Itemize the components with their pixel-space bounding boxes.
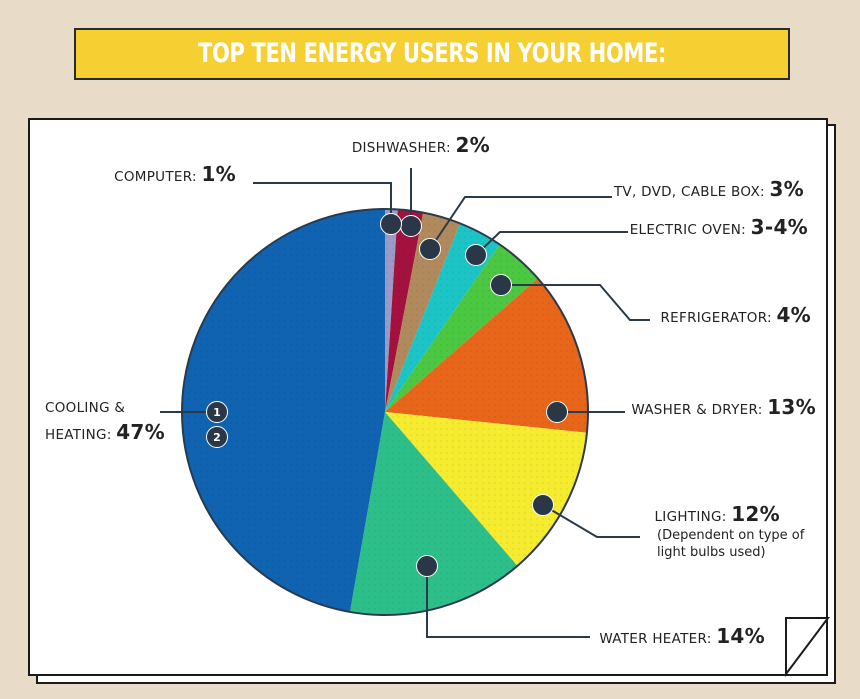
- label-name-refrigerator: REFRIGERATOR: 4%: [661, 303, 812, 327]
- leader-line-lighting: [542, 504, 640, 538]
- chart-title: TOP TEN ENERGY USERS IN YOUR HOME:: [197, 38, 667, 69]
- label-value-refrigerator: 4%: [776, 303, 811, 327]
- leader-line-water-heater: [426, 566, 590, 638]
- leader-line-electric-oven: [475, 231, 628, 256]
- label-value-lighting: 12%: [731, 502, 780, 526]
- rank-number-1: 1: [213, 406, 221, 419]
- leader-line-computer: [253, 182, 392, 224]
- rank-marker-undefined: [546, 401, 568, 423]
- label-value-computer: 1%: [201, 162, 236, 186]
- label-name-cooling-heating-line-2: HEATING: 47%: [45, 420, 165, 444]
- label-name-computer: COMPUTER: 1%: [114, 162, 236, 186]
- label-value-washer-dryer: 13%: [767, 395, 816, 419]
- leader-lines: [160, 168, 650, 638]
- leader-line-refrigerator: [501, 284, 650, 321]
- leader-line-tv-dvd-cable-box: [429, 196, 612, 250]
- page-curl: [785, 617, 830, 677]
- label-name-tv-dvd-cable-box: TV, DVD, CABLE BOX: 3%: [613, 177, 804, 201]
- label-note-lighting-line-2: light bulbs used): [657, 545, 766, 560]
- label-note-lighting-line-1: (Dependent on type of: [657, 528, 805, 543]
- label-name-water-heater: WATER HEATER: 14%: [599, 624, 765, 648]
- rank-marker-1: [206, 401, 228, 423]
- rank-marker-undefined: [419, 238, 441, 260]
- rank-marker-undefined: [465, 244, 487, 266]
- label-value-electric-oven: 3-4%: [751, 215, 808, 239]
- rank-marker-undefined: [416, 555, 438, 577]
- rank-marker-undefined: [400, 215, 422, 237]
- label-value-cooling-heating: 47%: [116, 420, 165, 444]
- rank-markers: 12: [206, 213, 568, 577]
- label-value-water-heater: 14%: [716, 624, 765, 648]
- label-name-washer-dryer: WASHER & DRYER: 13%: [631, 395, 816, 419]
- label-name-lighting: LIGHTING: 12%: [654, 502, 780, 526]
- label-value-dishwasher: 2%: [455, 133, 490, 157]
- rank-marker-2: [206, 426, 228, 448]
- title-banner: TOP TEN ENERGY USERS IN YOUR HOME:: [74, 28, 790, 80]
- label-name-cooling-heating-line-1: COOLING &: [45, 400, 125, 416]
- rank-marker-undefined: [532, 494, 554, 516]
- rank-marker-undefined: [380, 213, 402, 235]
- label-name-electric-oven: ELECTRIC OVEN: 3-4%: [630, 215, 808, 239]
- pie-texture: [182, 209, 588, 615]
- label-name-dishwasher: DISHWASHER: 2%: [352, 133, 490, 157]
- rank-number-2: 2: [213, 431, 221, 444]
- rank-marker-undefined: [490, 274, 512, 296]
- label-value-tv-dvd-cable-box: 3%: [769, 177, 804, 201]
